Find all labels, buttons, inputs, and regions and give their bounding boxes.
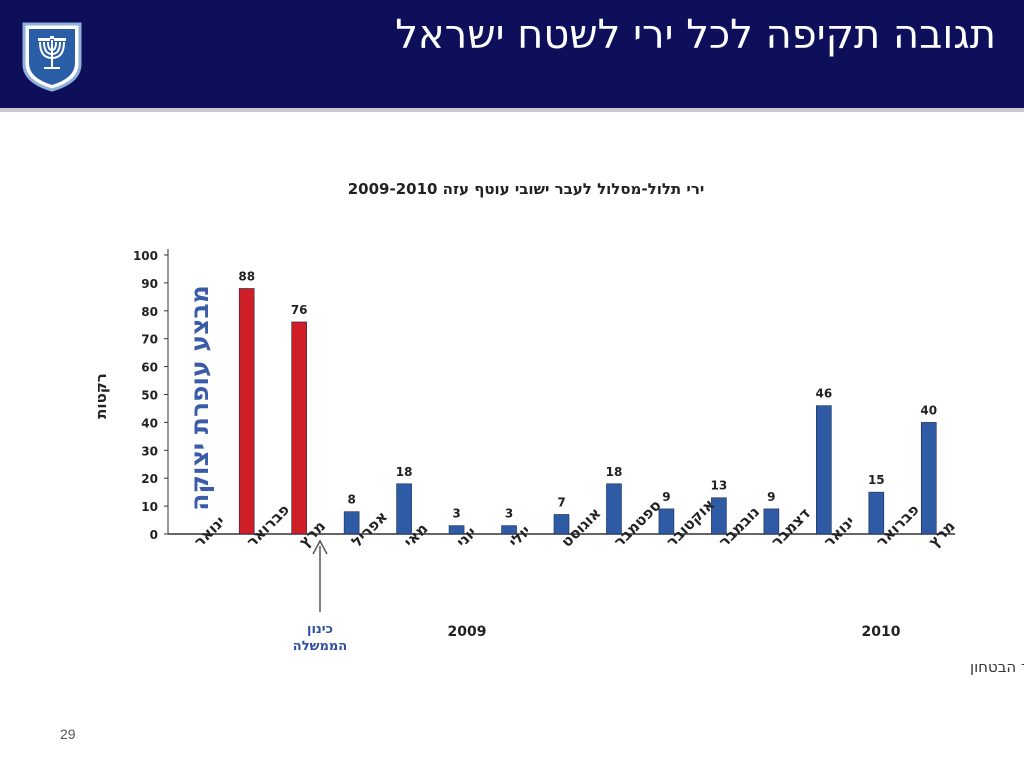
bar [396, 483, 412, 535]
bar-value-label: 18 [396, 465, 413, 479]
bar-value-label: 9 [662, 490, 670, 504]
bar-value-label: 76 [291, 303, 308, 317]
page-number: 29 [60, 726, 76, 742]
menorah-emblem-icon [22, 22, 82, 92]
bar [238, 288, 255, 535]
y-tick-label: 0 [150, 528, 158, 542]
bar [658, 508, 675, 535]
bar-value-label: 15 [868, 473, 885, 487]
y-tick-label: 10 [141, 500, 158, 514]
x-tick-label: ינואר [190, 512, 228, 550]
y-axis-label: רקטות [92, 373, 110, 419]
bar-value-label: 40 [920, 403, 937, 417]
bar-value-label: 8 [347, 493, 355, 507]
bar [816, 405, 832, 535]
bar [343, 511, 360, 535]
bar [291, 321, 307, 535]
bar-value-label: 46 [815, 387, 832, 401]
bar [448, 525, 465, 535]
source-note: מקור: משרד הבטחון [970, 658, 1024, 676]
government-annotation-line2: הממשלה [293, 639, 347, 654]
bar [501, 525, 517, 535]
bar-value-label: 3 [452, 507, 460, 521]
y-tick-label: 100 [133, 249, 158, 263]
header-divider [0, 108, 1024, 112]
bar-value-label: 13 [711, 479, 728, 493]
bars: 88 76 8 18 3 3 7 18 9 13 9 46 15 40 [238, 269, 937, 535]
slide-header [0, 0, 1024, 108]
operation-annotation: מבצע עופרת יצוקה [185, 285, 214, 510]
y-tick-label: 60 [141, 361, 158, 375]
y-tick-label: 30 [141, 444, 158, 458]
slide-title: תגובה תקיפה לכל ירי לשטח ישראל [395, 12, 996, 58]
year-label-2009: 2009 [448, 624, 487, 640]
y-tick-label: 40 [141, 416, 158, 430]
bar [553, 514, 570, 535]
bar-value-label: 7 [557, 495, 565, 509]
government-annotation-line1: כינון [307, 622, 333, 637]
y-tick-label: 80 [141, 305, 158, 319]
chart-title: ירי תלול-מסלול לעבר ישובי עוטף עזה 2009-… [348, 180, 705, 198]
y-tick-label: 90 [141, 277, 158, 291]
y-tick-label: 50 [141, 389, 158, 403]
bar-value-label: 88 [238, 269, 255, 283]
bar [606, 483, 622, 535]
y-tick-label: 70 [141, 333, 158, 347]
government-annotation: כינון הממשלה [293, 539, 347, 654]
bar-value-label: 3 [505, 507, 513, 521]
bar [868, 491, 885, 535]
bar [763, 508, 780, 535]
bar [711, 497, 727, 535]
bar-value-label: 9 [767, 490, 775, 504]
bar [920, 422, 937, 535]
year-label-2010: 2010 [862, 624, 901, 640]
bar-value-label: 18 [606, 465, 623, 479]
y-tick-label: 20 [141, 472, 158, 486]
